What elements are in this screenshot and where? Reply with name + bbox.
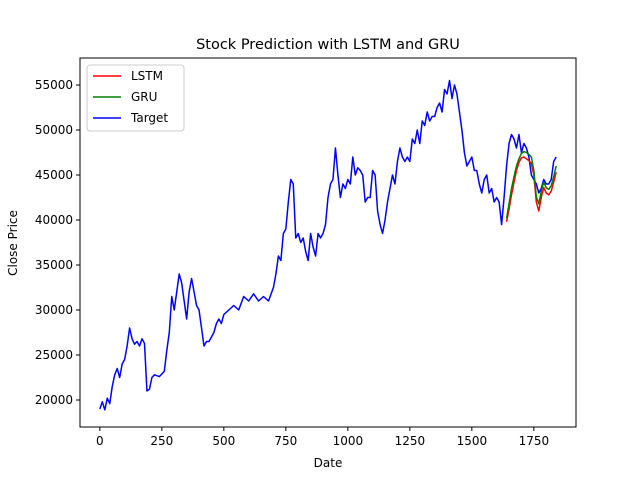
y-tick-label: 40000 xyxy=(35,213,73,227)
series-line-lstm xyxy=(505,156,557,222)
y-tick-label: 45000 xyxy=(35,168,73,182)
plot-frame xyxy=(79,57,577,428)
y-tick-label: 30000 xyxy=(35,303,73,317)
x-tick-label: 250 xyxy=(150,434,173,448)
y-tick-label: 50000 xyxy=(35,123,73,137)
x-tick-label: 1750 xyxy=(519,434,550,448)
legend-label-lstm: LSTM xyxy=(131,69,163,83)
legend-label-gru: GRU xyxy=(131,90,157,104)
y-axis: 20000 25000 30000 35000 40000 45000 50000 55000 xyxy=(35,78,80,407)
x-tick-label: 750 xyxy=(274,434,297,448)
x-axis: 0 250 500 750 1000 1250 1500 1750 xyxy=(96,427,549,448)
plot-area xyxy=(99,79,557,411)
x-tick-label: 500 xyxy=(212,434,235,448)
x-tick-label: 1000 xyxy=(333,434,364,448)
chart-title: Stock Prediction with LSTM and GRU xyxy=(196,37,460,53)
legend-box xyxy=(86,64,185,132)
x-tick-label: 1500 xyxy=(457,434,488,448)
series-layer xyxy=(99,79,557,411)
legend-label-target: Target xyxy=(130,111,168,125)
y-tick-label: 35000 xyxy=(35,258,73,272)
x-tick-label: 1250 xyxy=(395,434,426,448)
x-axis-label: Date xyxy=(314,456,343,470)
legend: LSTM GRU Target xyxy=(86,64,185,132)
y-axis-label: Close Price xyxy=(6,210,20,276)
x-tick-label: 0 xyxy=(96,434,104,448)
y-tick-label: 25000 xyxy=(35,348,73,362)
series-line-target xyxy=(99,79,557,411)
y-tick-label: 55000 xyxy=(35,78,73,92)
series-line-gru xyxy=(505,150,557,219)
y-tick-label: 20000 xyxy=(35,393,73,407)
